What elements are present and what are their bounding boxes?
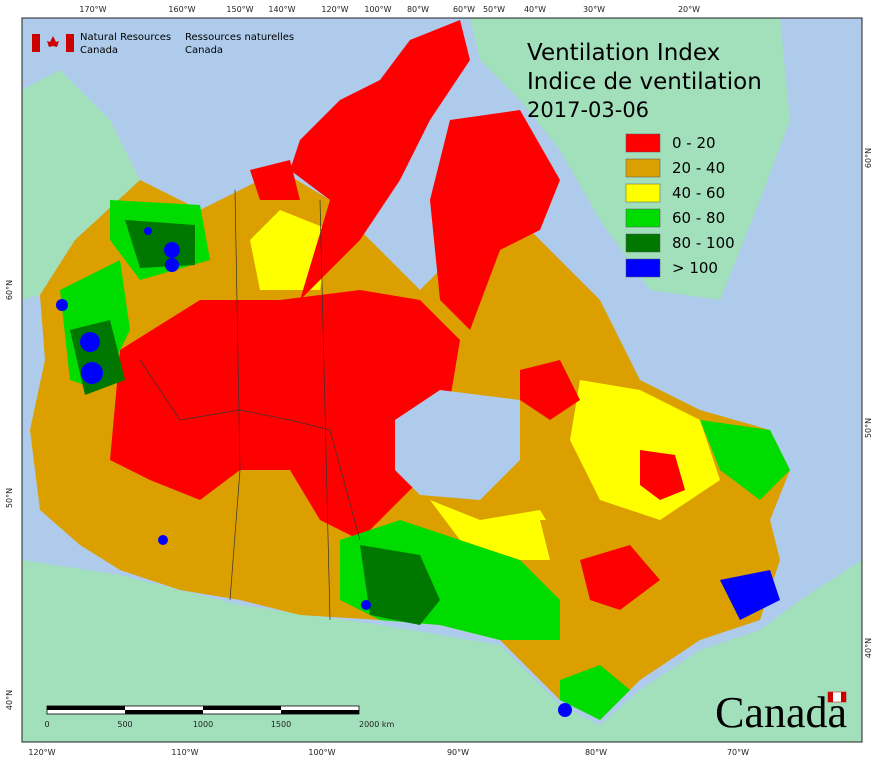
zone-darkgreen-south bbox=[360, 545, 440, 625]
zone-blue-maritimes bbox=[720, 570, 780, 620]
lon-label: 120°W bbox=[321, 5, 348, 14]
lon-label: 20°W bbox=[678, 5, 700, 14]
zone-green-ontario bbox=[560, 665, 630, 720]
lon-label: 40°W bbox=[524, 5, 546, 14]
scale-seg bbox=[203, 706, 281, 710]
lon-label: 100°W bbox=[364, 5, 391, 14]
agency-fr: Canada bbox=[185, 45, 223, 56]
blue-spot bbox=[164, 242, 180, 258]
lon-label: 120°W bbox=[28, 748, 55, 757]
agency-fr: Ressources naturelles bbox=[185, 32, 294, 43]
map bbox=[21, 17, 863, 743]
legend-swatch bbox=[625, 158, 661, 178]
scale-seg bbox=[281, 710, 359, 714]
agency-en: Canada bbox=[80, 45, 118, 56]
blue-spot bbox=[81, 362, 103, 384]
lon-label: 160°W bbox=[168, 5, 195, 14]
zone-red-quebec bbox=[580, 545, 660, 610]
lat-label: 60°N bbox=[864, 148, 873, 168]
zone-darkgreen-alaska bbox=[125, 220, 195, 268]
scale-label: 0 bbox=[44, 720, 49, 729]
blue-spot bbox=[158, 535, 168, 545]
scale-bar: 0 500 1000 1500 2000 km bbox=[44, 705, 395, 729]
zone-red-labrador bbox=[640, 450, 685, 500]
lat-label: 40°N bbox=[5, 690, 14, 710]
blue-spot bbox=[56, 299, 68, 311]
title-line: Indice de ventilation bbox=[527, 69, 762, 95]
legend-label: 40 - 60 bbox=[672, 184, 725, 202]
lon-label: 30°W bbox=[583, 5, 605, 14]
maple-leaf bbox=[47, 36, 59, 47]
title-line: Ventilation Index bbox=[527, 40, 720, 66]
scale-label: 1000 bbox=[193, 720, 213, 729]
legend: 0 - 20 20 - 40 40 - 60 60 - 80 80 - 100 > 100 bbox=[625, 133, 735, 278]
russia bbox=[22, 70, 140, 300]
lon-label: 80°W bbox=[585, 748, 607, 757]
zone-green-east bbox=[700, 420, 790, 500]
lon-label: 90°W bbox=[447, 748, 469, 757]
lon-label: 60°W bbox=[453, 5, 475, 14]
legend-swatch bbox=[625, 258, 661, 278]
wordmark: Canada bbox=[715, 688, 847, 737]
lon-label: 100°W bbox=[308, 748, 335, 757]
lat-label: 40°N bbox=[864, 638, 873, 658]
blue-spot bbox=[361, 600, 371, 610]
blue-spot bbox=[144, 227, 152, 235]
wordmark-flag-bar bbox=[841, 692, 846, 702]
lon-label: 50°W bbox=[483, 5, 505, 14]
wordmark-flag-bar bbox=[828, 692, 833, 702]
map-frame bbox=[21, 17, 863, 743]
logo: Natural Resources Canada Ressources natu… bbox=[32, 32, 294, 56]
title: Ventilation Index Indice de ventilation … bbox=[527, 40, 762, 122]
scale-seg bbox=[47, 706, 125, 710]
flag-bar bbox=[66, 34, 74, 52]
legend-swatch bbox=[625, 233, 661, 253]
lon-label: 70°W bbox=[727, 748, 749, 757]
zone-red-central bbox=[110, 290, 460, 540]
zone-red-baffin bbox=[430, 110, 560, 330]
legend-label: 20 - 40 bbox=[672, 159, 725, 177]
title-date: 2017-03-06 bbox=[527, 98, 649, 122]
zone-red-ungava bbox=[520, 360, 580, 420]
scale-label: 2000 km bbox=[359, 720, 395, 729]
legend-swatch bbox=[625, 183, 661, 203]
legend-label: 0 - 20 bbox=[672, 134, 716, 152]
hudson-bay bbox=[395, 390, 520, 500]
legend-swatch bbox=[625, 208, 661, 228]
blue-spot bbox=[165, 258, 179, 272]
scale-label: 500 bbox=[117, 720, 132, 729]
scale-seg bbox=[125, 710, 203, 714]
zone-red-arctic bbox=[290, 20, 470, 300]
lon-label: 170°W bbox=[79, 5, 106, 14]
graticule-labels: 170°W 160°W 150°W 140°W 120°W 100°W 80°W 60°W 50… bbox=[5, 5, 873, 757]
borders bbox=[139, 189, 361, 621]
lon-label: 150°W bbox=[226, 5, 253, 14]
lat-label: 60°N bbox=[5, 280, 14, 300]
legend-swatch bbox=[625, 133, 661, 153]
blue-spot bbox=[558, 703, 572, 717]
zone-red-island bbox=[250, 160, 300, 200]
agency-en: Natural Resources bbox=[80, 32, 171, 43]
blue-spot bbox=[80, 332, 100, 352]
legend-label: 80 - 100 bbox=[672, 234, 735, 252]
legend-label: > 100 bbox=[672, 259, 718, 277]
zone-yellow-ontario bbox=[430, 500, 570, 560]
lon-label: 80°W bbox=[407, 5, 429, 14]
flag-bar bbox=[32, 34, 40, 52]
lat-label: 50°N bbox=[5, 488, 14, 508]
lat-label: 50°N bbox=[864, 418, 873, 438]
scale-label: 1500 bbox=[271, 720, 291, 729]
lon-label: 140°W bbox=[268, 5, 295, 14]
united-states bbox=[22, 560, 862, 742]
lon-label: 110°W bbox=[171, 748, 198, 757]
legend-label: 60 - 80 bbox=[672, 209, 725, 227]
